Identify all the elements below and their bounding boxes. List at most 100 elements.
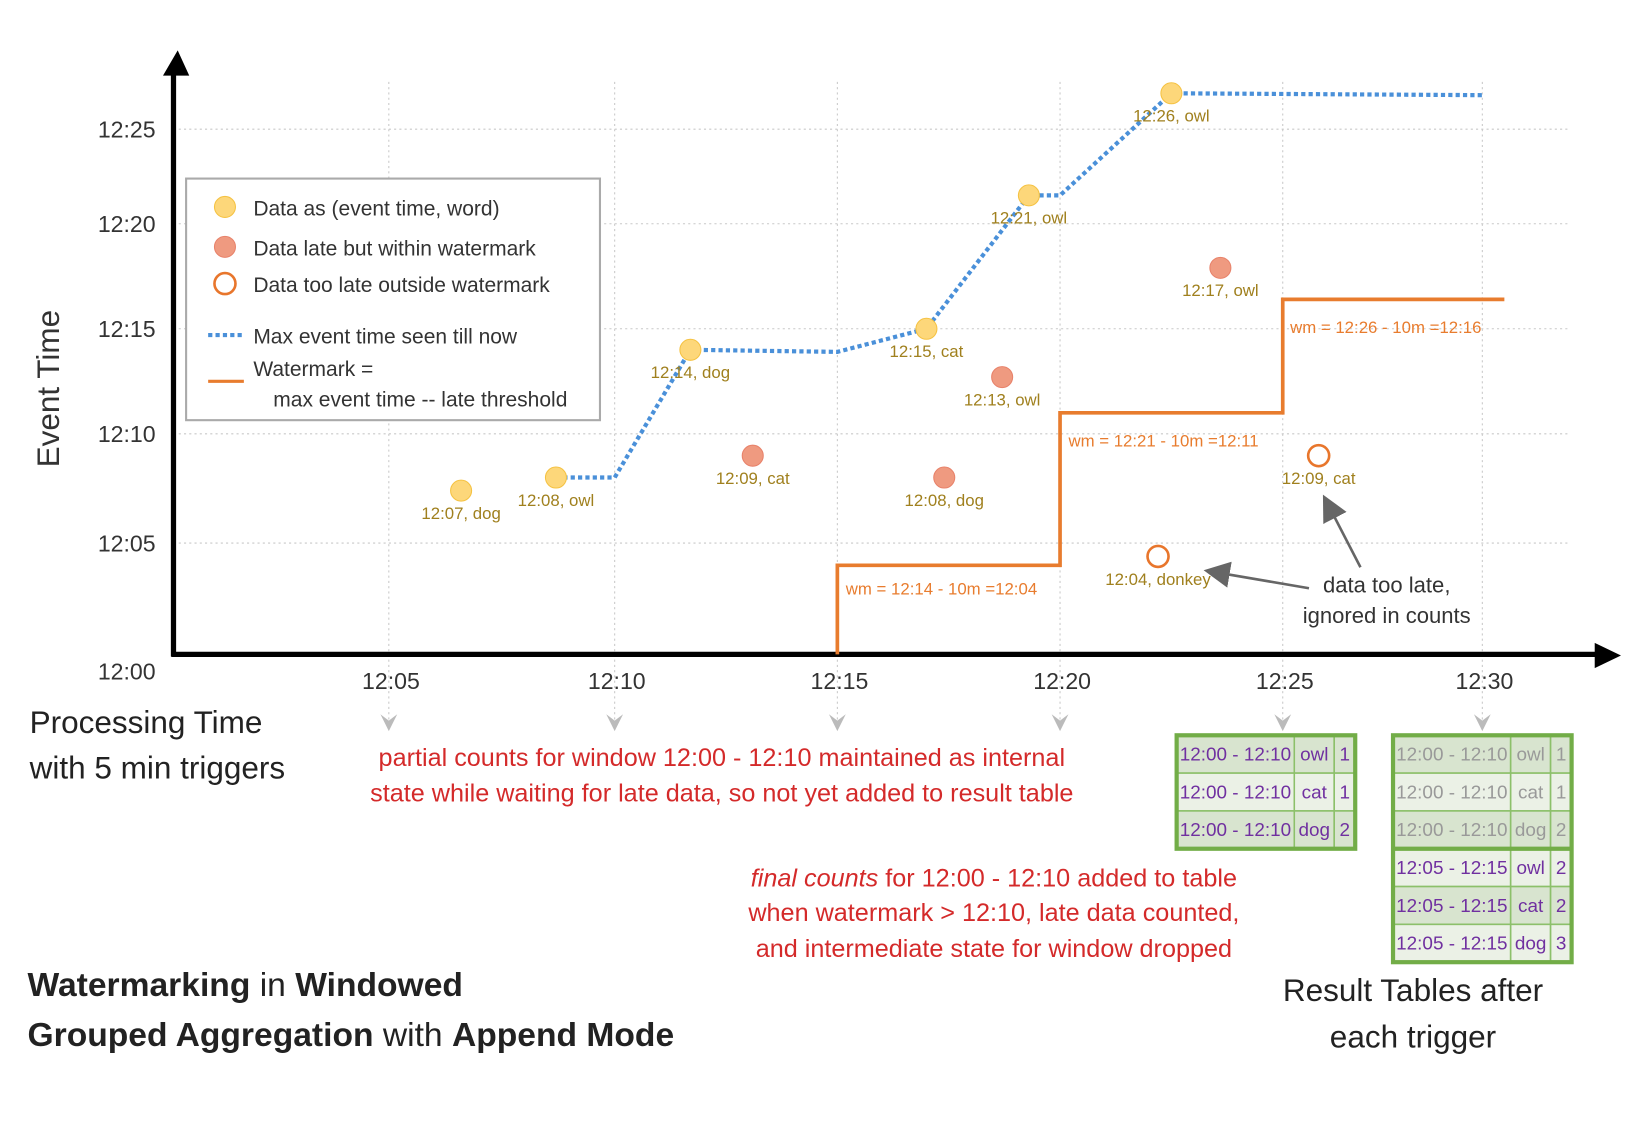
x-tick-label: 12:20 xyxy=(1033,668,1091,694)
cell-word: dog xyxy=(1515,934,1547,955)
cell-window: 12:05 - 12:15 xyxy=(1396,934,1507,955)
diagram-title-line2: Grouped Aggregation with Append Mode xyxy=(27,1017,674,1054)
too-late-note-2: ignored in counts xyxy=(1303,603,1471,628)
legend-max: Max event time seen till now xyxy=(253,325,518,348)
cell-word: owl xyxy=(1516,858,1544,879)
callout-arrow-cat xyxy=(1322,494,1362,568)
result-table-1230: 12:00 - 12:10 owl 112:00 - 12:10 cat 112:00 … xyxy=(1390,733,1574,965)
data-point-on-time xyxy=(544,466,567,489)
data-point-label: 12:08, dog xyxy=(905,491,984,510)
final-counts-note-3: and intermediate state for window droppe… xyxy=(756,935,1232,963)
table-row: 12:00 - 12:10 cat 1 xyxy=(1175,772,1357,812)
final-counts-note-2: when watermark > 12:10, late data counte… xyxy=(747,899,1239,927)
partial-counts-note-1: partial counts for window 12:00 - 12:10 … xyxy=(379,744,1066,772)
table-row: 12:00 - 12:10 cat 1 xyxy=(1392,772,1573,812)
legend-watermark: Watermark = xyxy=(253,358,373,381)
diagram-title-line1: Watermarking in Windowed xyxy=(27,967,462,1004)
x-tick-label: 12:05 xyxy=(362,668,420,694)
watermark-label-3: wm = 12:26 - 10m =12:16 xyxy=(1289,318,1481,337)
data-point-label: 12:13, owl xyxy=(964,390,1041,409)
title-grouped-aggregation: Grouped Aggregation xyxy=(27,1017,373,1054)
trigger-arrow-icon xyxy=(380,714,398,732)
x-tick-label: 12:25 xyxy=(1256,668,1314,694)
cell-word: owl xyxy=(1516,745,1544,766)
x-axis-label-line1: Processing Time xyxy=(30,704,263,740)
result-tables-caption-1: Result Tables after xyxy=(1283,972,1543,1008)
x-tick-label: 12:10 xyxy=(588,668,646,694)
legend-too-late: Data too late outside watermark xyxy=(253,274,550,297)
cell-window: 12:00 - 12:10 xyxy=(1396,782,1507,803)
title-with: with xyxy=(374,1017,452,1054)
legend-too-late-icon xyxy=(213,271,237,296)
data-point-label: 12:15, cat xyxy=(890,342,964,361)
y-tick-label: 12:20 xyxy=(98,211,156,237)
y-tick-label: 12:15 xyxy=(98,316,156,342)
trigger-arrow-icon xyxy=(606,714,624,732)
data-point-label: 12:09, cat xyxy=(1282,469,1356,488)
cell-count: 1 xyxy=(1339,745,1350,766)
cell-count: 3 xyxy=(1556,934,1567,955)
trigger-arrow-icon xyxy=(1473,714,1491,732)
data-point-on-time xyxy=(1017,184,1040,207)
y-tick-label: 12:25 xyxy=(98,117,156,143)
title-append-mode: Append Mode xyxy=(452,1017,674,1054)
y-axis-label: Event Time xyxy=(30,310,66,468)
watermark-label-1: wm = 12:14 - 10m =12:04 xyxy=(845,580,1037,599)
cell-count: 2 xyxy=(1556,896,1567,917)
data-point-label: 12:04, donkey xyxy=(1105,570,1211,589)
cell-word: dog xyxy=(1515,820,1547,841)
cell-word: cat xyxy=(1518,782,1544,803)
title-watermarking: Watermarking xyxy=(27,967,250,1004)
cell-window: 12:00 - 12:10 xyxy=(1396,820,1507,841)
max-event-time-line xyxy=(555,91,1483,480)
trigger-arrow-icon xyxy=(828,714,846,732)
cell-count: 2 xyxy=(1339,820,1350,841)
data-point-late xyxy=(1209,256,1232,279)
data-point-on-time xyxy=(1160,82,1183,105)
y-axis-arrow-icon xyxy=(162,50,190,76)
final-counts-note-1: final counts for 12:00 - 12:10 added to … xyxy=(751,865,1237,893)
cell-window: 12:05 - 12:15 xyxy=(1396,896,1507,917)
data-point-label: 12:08, owl xyxy=(518,491,595,510)
data-point-label: 12:09, cat xyxy=(716,469,790,488)
cell-window: 12:00 - 12:10 xyxy=(1180,782,1291,803)
cell-word: cat xyxy=(1518,896,1544,917)
table-row: 12:00 - 12:10 dog 2 xyxy=(1392,810,1573,850)
legend-on-time: Data as (event time, word) xyxy=(253,197,499,220)
data-point-late xyxy=(741,444,764,467)
cell-window: 12:05 - 12:15 xyxy=(1396,858,1507,879)
data-point-label: 12:17, owl xyxy=(1182,281,1259,300)
callout-arrow-donkey xyxy=(1203,561,1310,590)
data-point-label: 12:14, dog xyxy=(651,363,730,382)
legend-late: Data late but within watermark xyxy=(253,237,536,260)
cell-word: cat xyxy=(1302,782,1328,803)
watermark-label-2: wm = 12:21 - 10m =12:11 xyxy=(1067,431,1258,450)
legend-late-icon xyxy=(213,235,236,258)
table-row: 12:05 - 12:15 owl 2 xyxy=(1392,847,1573,888)
cell-word: dog xyxy=(1298,820,1330,841)
x-tick-label: 12:30 xyxy=(1456,668,1514,694)
table-row: 12:00 - 12:10 dog 2 xyxy=(1175,810,1357,850)
data-point-late xyxy=(933,466,956,489)
legend: Data as (event time, word) Data late but… xyxy=(185,177,602,422)
table-row: 12:05 - 12:15 cat 2 xyxy=(1392,885,1573,926)
table-row: 12:00 - 12:10 owl 1 xyxy=(1392,734,1573,774)
data-point-label: 12:26, owl xyxy=(1133,107,1210,126)
legend-watermark-def: max event time -- late threshold xyxy=(273,389,567,412)
watermark-line xyxy=(835,297,1505,655)
legend-on-time-icon xyxy=(213,195,236,218)
cell-count: 2 xyxy=(1556,820,1567,841)
title-in: in xyxy=(250,967,295,1004)
data-point-too-late xyxy=(1146,544,1170,569)
cell-count: 1 xyxy=(1339,782,1350,803)
data-point-late xyxy=(991,366,1014,389)
data-point-too-late xyxy=(1306,443,1331,468)
y-tick-label: 12:05 xyxy=(98,530,156,556)
partial-counts-note-2: state while waiting for late data, so no… xyxy=(370,779,1073,807)
data-point-label: 12:21, owl xyxy=(991,209,1068,228)
table-row: 12:05 - 12:15 dog 3 xyxy=(1392,923,1573,963)
y-tick-label: 12:10 xyxy=(98,421,156,447)
trigger-arrow-icon xyxy=(1274,714,1292,732)
trigger-arrow-icon xyxy=(1051,714,1069,732)
